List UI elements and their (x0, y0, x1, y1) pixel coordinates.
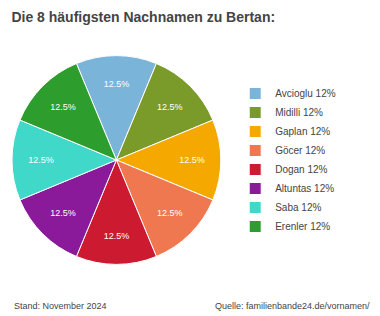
svg-text:12.5%: 12.5% (157, 208, 183, 218)
svg-text:Dogan 12%: Dogan 12% (275, 164, 327, 175)
svg-text:Midilli 12%: Midilli 12% (275, 107, 323, 118)
svg-text:12.5%: 12.5% (28, 155, 54, 165)
svg-text:12.5%: 12.5% (179, 155, 205, 165)
svg-text:12.5%: 12.5% (104, 79, 130, 89)
svg-text:Göcer 12%: Göcer 12% (275, 145, 325, 156)
svg-text:Stand: November 2024: Stand: November 2024 (14, 301, 107, 311)
svg-text:12.5%: 12.5% (157, 102, 183, 112)
svg-text:Quelle: familienbande24.de/vor: Quelle: familienbande24.de/vornamen/ (215, 301, 370, 311)
svg-text:12.5%: 12.5% (50, 102, 76, 112)
svg-text:Altuntas 12%: Altuntas 12% (275, 183, 334, 194)
svg-text:Die 8 häufigsten Nachnamen zu: Die 8 häufigsten Nachnamen zu Bertan: (11, 9, 275, 25)
svg-text:Erenler 12%: Erenler 12% (275, 221, 330, 232)
svg-text:Avcioglu 12%: Avcioglu 12% (275, 88, 336, 99)
svg-text:12.5%: 12.5% (50, 208, 76, 218)
svg-text:12.5%: 12.5% (104, 231, 130, 241)
svg-text:Gaplan 12%: Gaplan 12% (275, 126, 330, 137)
svg-text:Saba 12%: Saba 12% (275, 202, 321, 213)
